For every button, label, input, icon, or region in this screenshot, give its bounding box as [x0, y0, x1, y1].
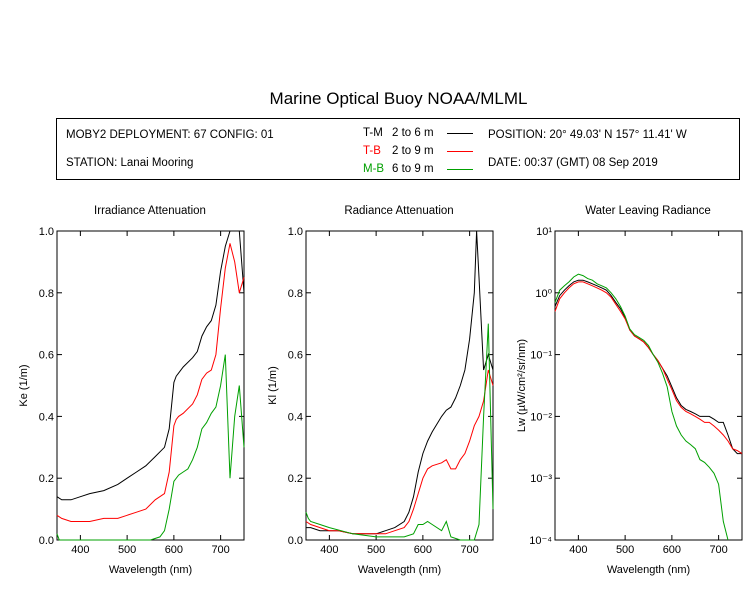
series-line-0-T-M — [56, 230, 245, 501]
y-axis-label-1: Kl (1/m) — [267, 366, 279, 405]
y-tick-label-0-1: 0.2 — [39, 473, 54, 485]
series-line-2-M-B — [554, 273, 729, 541]
x-tick-label-2-2: 600 — [663, 544, 681, 556]
legend-line-mb — [447, 169, 473, 170]
legend-range-tm: 2 to 6 m — [392, 127, 434, 139]
x-tick-label-1-3: 700 — [460, 544, 478, 556]
x-tick-label-2-3: 700 — [709, 544, 727, 556]
series-line-1-T-B — [305, 369, 494, 535]
x-tick-label-0-1: 500 — [118, 544, 136, 556]
y-tick-label-0-4: 0.8 — [39, 288, 54, 300]
x-tick-label-2-0: 400 — [569, 544, 587, 556]
plot-frame-1 — [305, 230, 494, 541]
series-line-2-T-M — [554, 279, 742, 455]
y-tick-label-2-0: 10⁻⁴ — [529, 535, 552, 547]
series-line-0-T-B — [56, 243, 245, 522]
legend-range-tb: 2 to 9 m — [392, 145, 434, 157]
x-tick-label-0-0: 400 — [71, 544, 89, 556]
y-tick-label-1-5: 1.0 — [288, 226, 303, 238]
x-axis-label-1: Wavelength (nm) — [358, 564, 441, 576]
y-tick-label-1-2: 0.4 — [288, 411, 303, 423]
legend-code-tb: T-B — [363, 145, 381, 157]
x-tick-label-1-1: 500 — [367, 544, 385, 556]
x-axis-label-2: Wavelength (nm) — [607, 564, 690, 576]
y-tick-label-2-5: 10¹ — [536, 226, 552, 238]
y-tick-label-0-0: 0.0 — [39, 535, 54, 547]
y-tick-label-1-1: 0.2 — [288, 473, 303, 485]
y-tick-label-0-2: 0.4 — [39, 411, 54, 423]
y-axis-label-2: Lw (µW/cm²/sr/nm) — [516, 339, 528, 432]
chart-title: Marine Optical Buoy NOAA/MLML — [269, 89, 528, 108]
series-line-0-M-B — [56, 354, 245, 541]
y-tick-label-2-2: 10⁻² — [530, 411, 552, 423]
y-tick-label-2-1: 10⁻³ — [530, 473, 552, 485]
info-box: MOBY2 DEPLOYMENT: 67 CONFIG: 01 STATION:… — [56, 118, 740, 180]
legend-code-mb: M-B — [363, 163, 385, 175]
x-tick-label-1-0: 400 — [320, 544, 338, 556]
x-tick-label-0-2: 600 — [165, 544, 183, 556]
date-text: DATE: 00:37 (GMT) 08 Sep 2019 — [488, 157, 658, 169]
deployment-text: MOBY2 DEPLOYMENT: 67 CONFIG: 01 — [66, 129, 274, 141]
panel-title-radiance: Radiance Attenuation — [344, 205, 454, 217]
x-tick-label-1-2: 600 — [414, 544, 432, 556]
legend-line-tb — [447, 151, 473, 152]
panel-title-water-leaving: Water Leaving Radiance — [585, 205, 711, 217]
y-tick-label-1-0: 0.0 — [288, 535, 303, 547]
y-tick-label-2-4: 10⁰ — [535, 288, 552, 300]
legend-code-tm: T-M — [363, 127, 383, 139]
plot-frame-0 — [56, 230, 245, 541]
y-tick-label-1-4: 0.8 — [288, 288, 303, 300]
y-tick-label-0-3: 0.6 — [39, 350, 54, 362]
x-axis-label-0: Wavelength (nm) — [109, 564, 192, 576]
plot-frame-2 — [554, 230, 743, 541]
series-line-1-T-M — [306, 230, 494, 535]
panel-title-irradiance: Irradiance Attenuation — [94, 205, 206, 217]
legend-line-tm — [447, 133, 473, 134]
x-tick-label-0-3: 700 — [211, 544, 229, 556]
position-text: POSITION: 20° 49.03' N 157° 11.41' W — [488, 129, 687, 141]
y-tick-label-1-3: 0.6 — [288, 350, 303, 362]
y-axis-label-0: Ke (1/m) — [18, 364, 30, 406]
legend-range-mb: 6 to 9 m — [392, 163, 434, 175]
x-tick-label-2-1: 500 — [616, 544, 634, 556]
series-line-1-M-B — [305, 323, 494, 541]
station-text: STATION: Lanai Mooring — [66, 157, 194, 169]
y-tick-label-2-3: 10⁻¹ — [530, 350, 552, 362]
y-tick-label-0-5: 1.0 — [39, 226, 54, 238]
series-line-2-T-B — [554, 281, 743, 455]
